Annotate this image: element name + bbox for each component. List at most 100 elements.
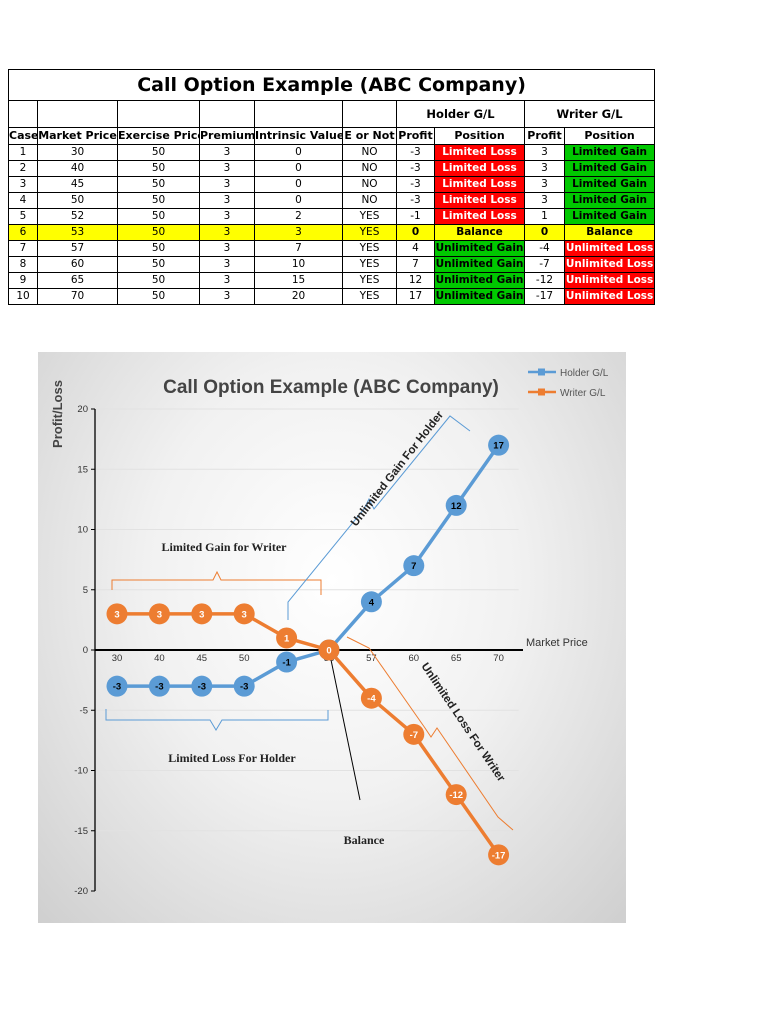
cell-case: 9 xyxy=(8,272,38,289)
blank-header-cell xyxy=(199,100,255,128)
data-label: -12 xyxy=(449,790,463,801)
cell-case: 6 xyxy=(8,224,38,241)
blank-header-cell xyxy=(254,100,343,128)
cell-writer-profit: 1 xyxy=(524,208,565,225)
y-tick-label: 20 xyxy=(77,404,88,415)
cell-case: 7 xyxy=(8,240,38,257)
col-header-exercise-price: Exercise Price xyxy=(117,127,200,145)
limited-loss-for-holder-label: Limited Loss For Holder xyxy=(168,751,296,765)
data-point xyxy=(403,723,425,745)
cell-writer-position: Balance xyxy=(563,224,656,241)
cell-case: 1 xyxy=(8,144,38,161)
cell-holder-profit: 17 xyxy=(396,288,435,305)
y-tick-label: -20 xyxy=(74,886,88,897)
cell-exercise: 50 xyxy=(117,256,200,273)
data-label: -1 xyxy=(282,658,291,669)
cell-writer-profit: 3 xyxy=(524,160,565,177)
cell-premium: 3 xyxy=(199,192,255,209)
cell-holder-position: Unlimited Gain xyxy=(434,288,525,305)
cell-holder-profit: -3 xyxy=(396,144,435,161)
data-label: -3 xyxy=(113,682,121,693)
data-label: -3 xyxy=(155,682,163,693)
chart-svg: 20151050-5-10-15-2030404550525357606570P… xyxy=(50,368,609,897)
y-tick-label: -15 xyxy=(74,826,88,837)
cell-writer-position: Limited Gain xyxy=(563,176,656,193)
table-row: 8 60 50 3 10 YES 7 Unlimited Gain -7 Unlimited Lo… xyxy=(8,256,656,273)
col-header-exercised: E or Not xyxy=(342,127,397,145)
cell-writer-profit: -12 xyxy=(524,272,565,289)
cell-market: 40 xyxy=(37,160,118,177)
cell-writer-profit: -4 xyxy=(524,240,565,257)
cell-premium: 3 xyxy=(199,160,255,177)
cell-writer-profit: 0 xyxy=(524,224,565,241)
cell-intrinsic: 15 xyxy=(254,272,343,289)
col-header-premium: Premium xyxy=(199,127,255,145)
legend-label-writer: Writer G/L xyxy=(560,388,606,399)
cell-case: 2 xyxy=(8,160,38,177)
cell-exercise: 50 xyxy=(117,240,200,257)
data-label: 17 xyxy=(493,441,504,452)
cell-exercise: 50 xyxy=(117,224,200,241)
cell-market: 52 xyxy=(37,208,118,225)
blank-header-cell xyxy=(342,100,397,128)
table-row: 5 52 50 3 2 YES -1 Limited Loss 1 Limited Gain xyxy=(8,208,656,225)
x-tick-label: 65 xyxy=(451,653,462,664)
cell-holder-position: Limited Loss xyxy=(434,176,525,193)
data-point xyxy=(191,675,213,697)
col-header-market-price: Market Price xyxy=(37,127,118,145)
cell-premium: 3 xyxy=(199,224,255,241)
cell-case: 5 xyxy=(8,208,38,225)
col-header-holder-position: Position xyxy=(434,127,525,145)
data-point xyxy=(445,494,467,516)
x-tick-label: 30 xyxy=(112,653,123,664)
cell-market: 53 xyxy=(37,224,118,241)
data-label: 3 xyxy=(242,609,247,620)
cell-market: 50 xyxy=(37,192,118,209)
cell-exercised: YES xyxy=(342,288,397,305)
data-point xyxy=(148,603,170,625)
y-tick-label: 5 xyxy=(83,585,88,596)
data-label: 12 xyxy=(451,501,462,512)
balance-label: Balance xyxy=(344,833,385,847)
cell-premium: 3 xyxy=(199,288,255,305)
legend-marker xyxy=(538,388,545,396)
x-tick-label: 40 xyxy=(154,653,165,664)
y-tick-label: 15 xyxy=(77,464,88,475)
x-axis-label: Market Price xyxy=(526,637,588,649)
data-point xyxy=(445,784,467,806)
chart-title: Call Option Example (ABC Company) xyxy=(163,377,499,398)
data-point xyxy=(106,675,128,697)
cell-writer-position: Limited Gain xyxy=(563,160,656,177)
cell-market: 30 xyxy=(37,144,118,161)
col-header-writer-position: Position xyxy=(563,127,656,145)
data-label: 3 xyxy=(157,609,162,620)
cell-holder-position: Limited Loss xyxy=(434,208,525,225)
x-tick-label: 45 xyxy=(197,653,208,664)
cell-holder-profit: -3 xyxy=(396,160,435,177)
table-row: 7 57 50 3 7 YES 4 Unlimited Gain -4 Unlimited Los… xyxy=(8,240,656,257)
data-point xyxy=(106,603,128,625)
cell-exercised: YES xyxy=(342,240,397,257)
cell-premium: 3 xyxy=(199,208,255,225)
cell-writer-position: Limited Gain xyxy=(563,208,656,225)
col-header-writer-profit: Profit xyxy=(524,127,565,145)
series-line-writer xyxy=(117,612,501,856)
balance-pointer xyxy=(329,654,361,801)
column-header-row: Case Market Price Exercise Price Premium… xyxy=(8,127,656,145)
blank-header-cell xyxy=(8,100,38,128)
cell-writer-profit: -17 xyxy=(524,288,565,305)
data-point xyxy=(360,687,382,709)
holder-group-header: Holder G/L xyxy=(396,100,525,128)
table-row: 10 70 50 3 20 YES 17 Unlimited Gain -17 Unlimited… xyxy=(8,288,656,305)
cell-writer-profit: 3 xyxy=(524,192,565,209)
cell-exercise: 50 xyxy=(117,272,200,289)
cell-exercised: YES xyxy=(342,224,397,241)
cell-writer-profit: -7 xyxy=(524,256,565,273)
data-point xyxy=(233,603,255,625)
cell-holder-profit: 4 xyxy=(396,240,435,257)
data-point xyxy=(191,603,213,625)
table-row: 9 65 50 3 15 YES 12 Unlimited Gain -12 Unlimited … xyxy=(8,272,656,289)
cell-exercise: 50 xyxy=(117,176,200,193)
table-row: 1 30 50 3 0 NO -3 Limited Loss 3 Limited Gain xyxy=(8,144,656,161)
x-tick-label: 70 xyxy=(493,653,504,664)
